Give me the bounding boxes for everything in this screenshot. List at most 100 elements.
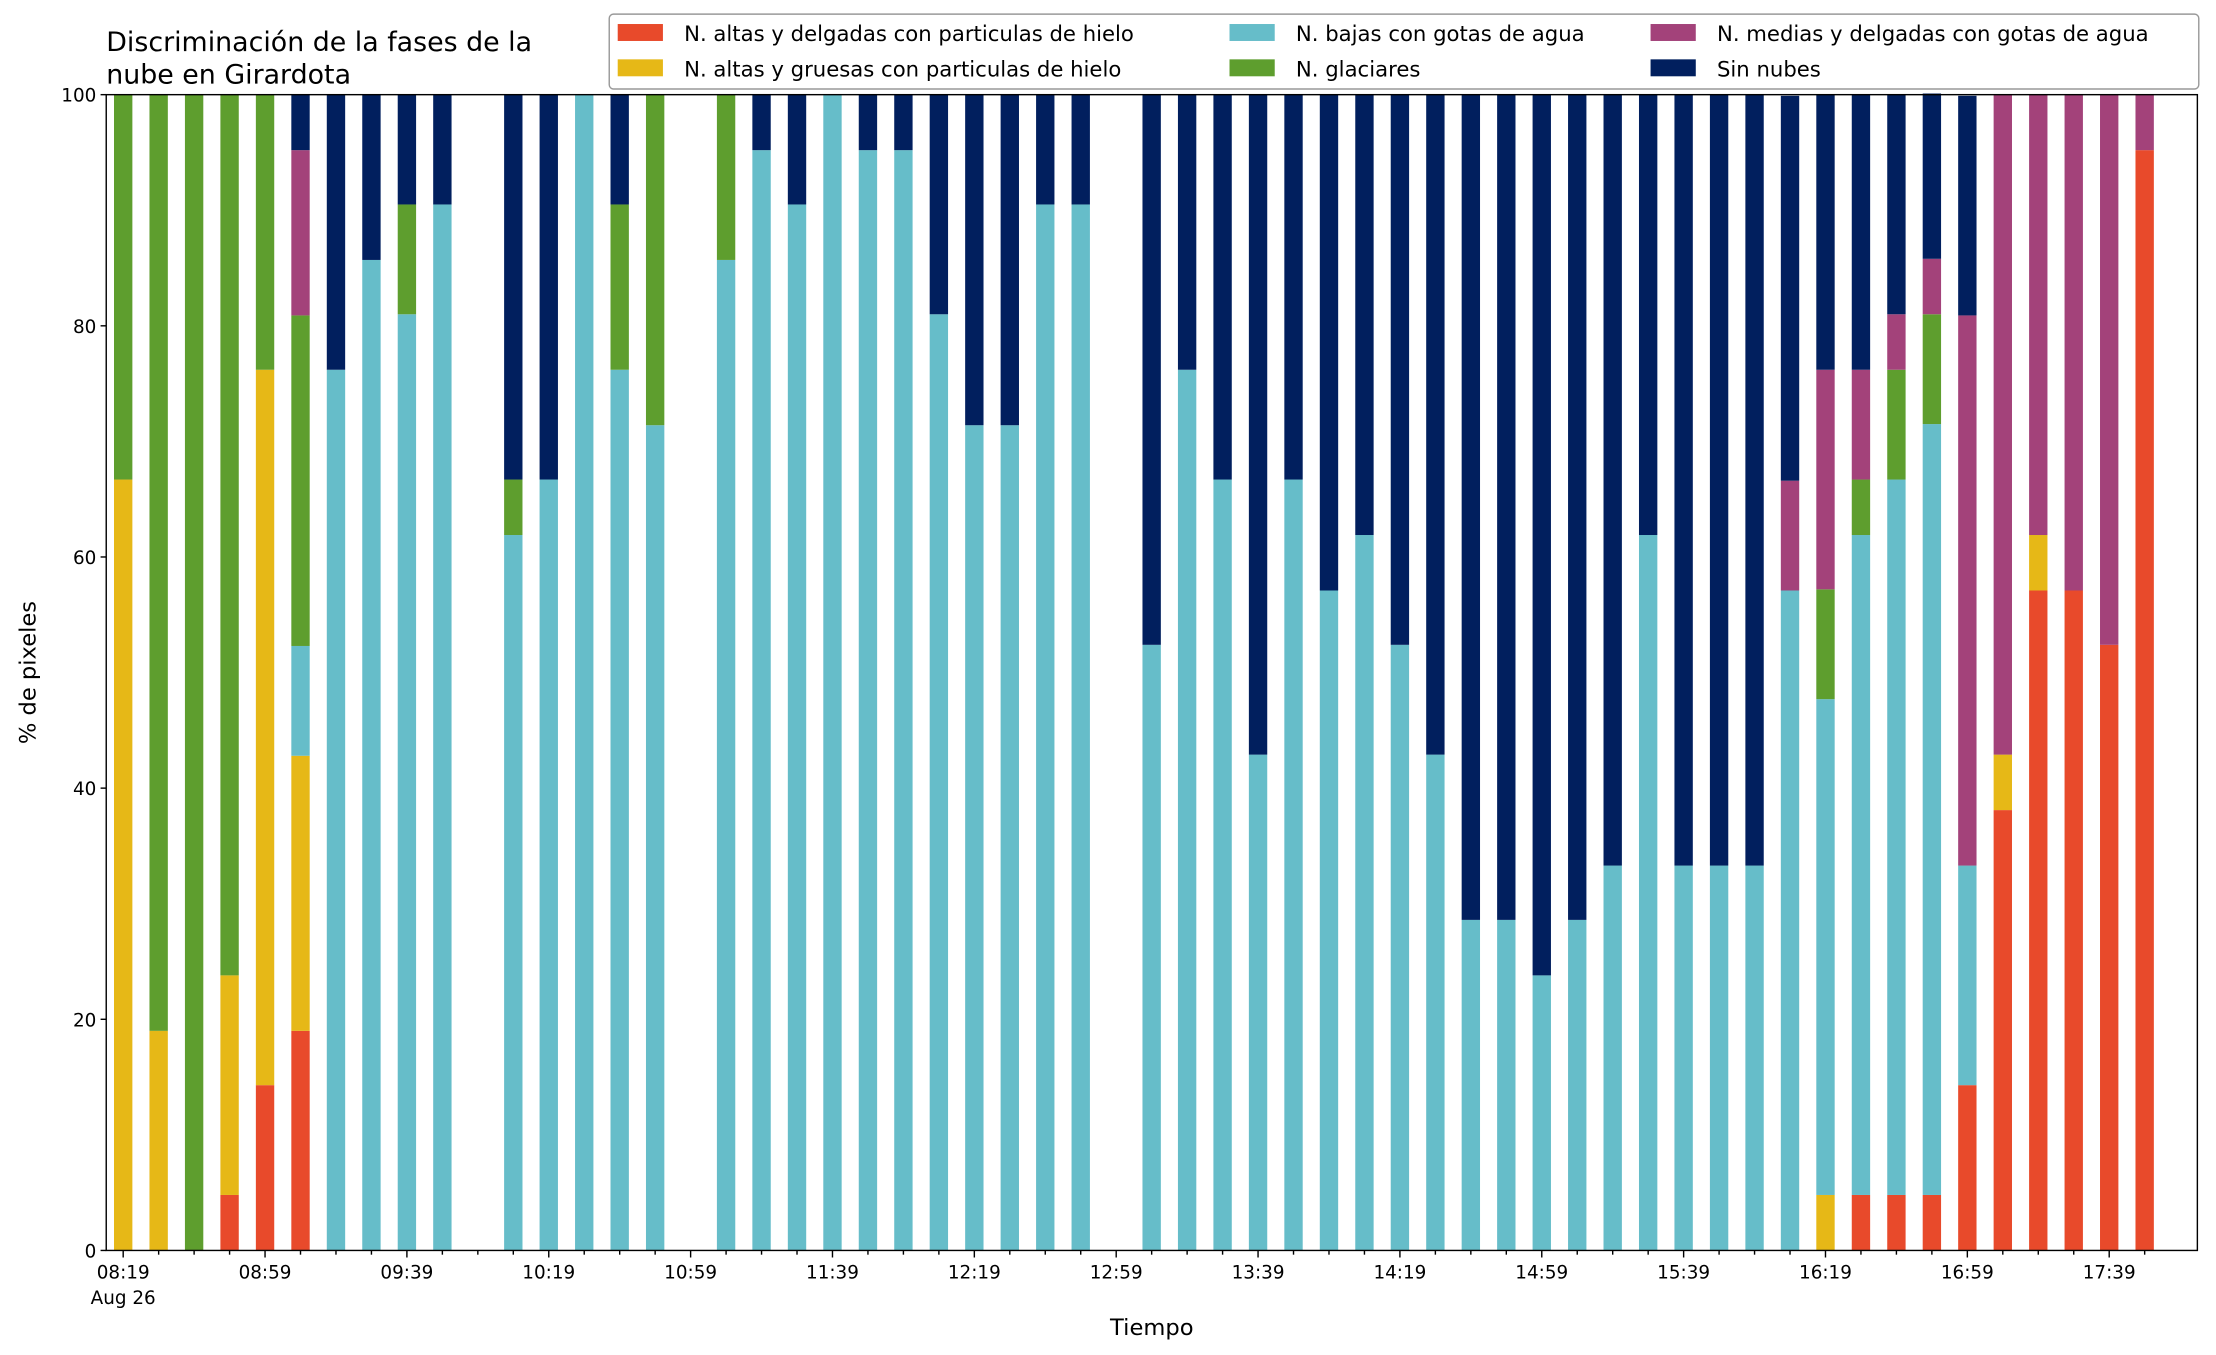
bar-segment — [397, 204, 417, 315]
legend-swatch — [617, 24, 663, 41]
bar-segment — [1532, 975, 1551, 1251]
bar-segment — [1816, 589, 1835, 700]
bar-segment — [255, 94, 275, 370]
bar-segment — [1461, 94, 1481, 920]
bar-segment — [291, 1030, 310, 1251]
bar-segment — [716, 94, 736, 260]
bar-segment — [504, 479, 523, 536]
bar-segment — [1319, 590, 1339, 1251]
bar-segment — [114, 94, 133, 480]
bar-segment — [1709, 94, 1729, 866]
x-axis-label: Tiempo — [1109, 1315, 1193, 1341]
bar-segment — [1816, 94, 1835, 370]
bar-segment — [1816, 1194, 1835, 1251]
legend: N. altas y delgadas con particulas de hi… — [617, 21, 2149, 81]
bar-segment — [1709, 865, 1729, 1251]
bar-segment — [575, 94, 594, 1251]
bar-segment — [787, 94, 807, 205]
y-tick-label: 40 — [73, 779, 96, 800]
bar-segment — [2064, 590, 2083, 1251]
bar-segment — [1036, 94, 1055, 205]
bar-segment — [1603, 94, 1622, 866]
bar-segment — [149, 94, 168, 1031]
legend-swatch — [1650, 24, 1696, 41]
bar-segment — [1213, 94, 1232, 480]
bar-segment — [291, 645, 310, 756]
bar-segment — [1887, 479, 1906, 1195]
bar-segment — [2100, 644, 2119, 1251]
bar-segment — [645, 94, 665, 426]
bar-segment — [1284, 94, 1303, 480]
legend-label: Sin nubes — [1717, 56, 1821, 81]
legend-label: N. glaciares — [1296, 56, 1420, 81]
bar-segment — [362, 94, 381, 260]
x-tick-label: 13:39 — [1232, 1263, 1285, 1284]
bar-segment — [1780, 590, 1800, 1251]
bar-segment — [858, 150, 878, 1251]
bar-segment — [326, 369, 346, 1251]
bar-segment — [539, 479, 558, 1251]
legend-swatch — [617, 59, 663, 77]
bar-segment — [362, 259, 381, 1251]
bar-segment — [1426, 754, 1445, 1251]
bar-segment — [1071, 204, 1090, 1251]
bar-segment — [1497, 919, 1516, 1251]
bars — [114, 93, 2154, 1251]
bar-segment — [1426, 94, 1445, 755]
bar-segment — [610, 204, 629, 370]
bar-segment — [610, 94, 629, 205]
y-tick-label: 60 — [73, 548, 96, 569]
bar-segment — [1674, 94, 1693, 866]
x-tick-label: 14:59 — [1515, 1263, 1568, 1284]
x-tick-label: 08:19 — [97, 1263, 150, 1284]
date-label: Aug 26 — [91, 1288, 156, 1309]
x-tick-label: 10:59 — [664, 1263, 717, 1284]
bar-segment — [326, 94, 346, 370]
bar-segment — [1568, 94, 1587, 920]
bar-segment — [929, 314, 949, 1251]
bar-segment — [1674, 865, 1693, 1251]
legend-label: N. medias y delgadas con gotas de agua — [1717, 21, 2149, 46]
bar-segment — [1922, 1194, 1942, 1251]
bar-segment — [1319, 94, 1339, 591]
legend-label: N. bajas con gotas de agua — [1296, 21, 1585, 46]
bar-segment — [1816, 699, 1835, 1195]
x-tick-label: 09:39 — [380, 1263, 433, 1284]
bar-segment — [1922, 93, 1942, 259]
bar-segment — [1851, 1194, 1871, 1251]
bar-segment — [504, 94, 523, 480]
bar-segment — [1603, 865, 1622, 1251]
bar-segment — [433, 204, 452, 1251]
bar-segment — [1142, 644, 1161, 1251]
bar-segment — [184, 94, 204, 1251]
bar-segment — [929, 94, 949, 315]
bar-segment — [1071, 94, 1090, 205]
x-tick-label: 16:59 — [1941, 1263, 1994, 1284]
bar-segment — [220, 1194, 239, 1251]
bar-segment — [645, 425, 665, 1251]
y-tick-label: 80 — [73, 317, 96, 338]
bar-segment — [1887, 369, 1906, 480]
bar-segment — [894, 94, 913, 151]
x-tick-label: 15:39 — [1657, 1263, 1710, 1284]
bar-segment — [2064, 94, 2083, 591]
bar-segment — [114, 479, 133, 1251]
bar-segment — [1922, 314, 1942, 425]
bar-segment — [2135, 94, 2154, 151]
bar-segment — [1887, 94, 1906, 315]
bar-segment — [255, 369, 275, 1086]
x-tick-label: 10:19 — [522, 1263, 575, 1284]
x-tick-label: 17:39 — [2083, 1263, 2136, 1284]
bar-segment — [1922, 424, 1942, 1195]
bar-segment — [433, 94, 452, 205]
bar-segment — [2029, 535, 2048, 591]
x-tick-label: 11:39 — [806, 1263, 859, 1284]
bar-segment — [1177, 94, 1197, 370]
bar-segment — [397, 314, 417, 1251]
y-tick-label: 20 — [73, 1010, 96, 1031]
bar-segment — [1958, 865, 1977, 1086]
bar-segment — [504, 535, 523, 1251]
bar-segment — [1213, 479, 1232, 1251]
bar-segment — [1568, 919, 1587, 1251]
